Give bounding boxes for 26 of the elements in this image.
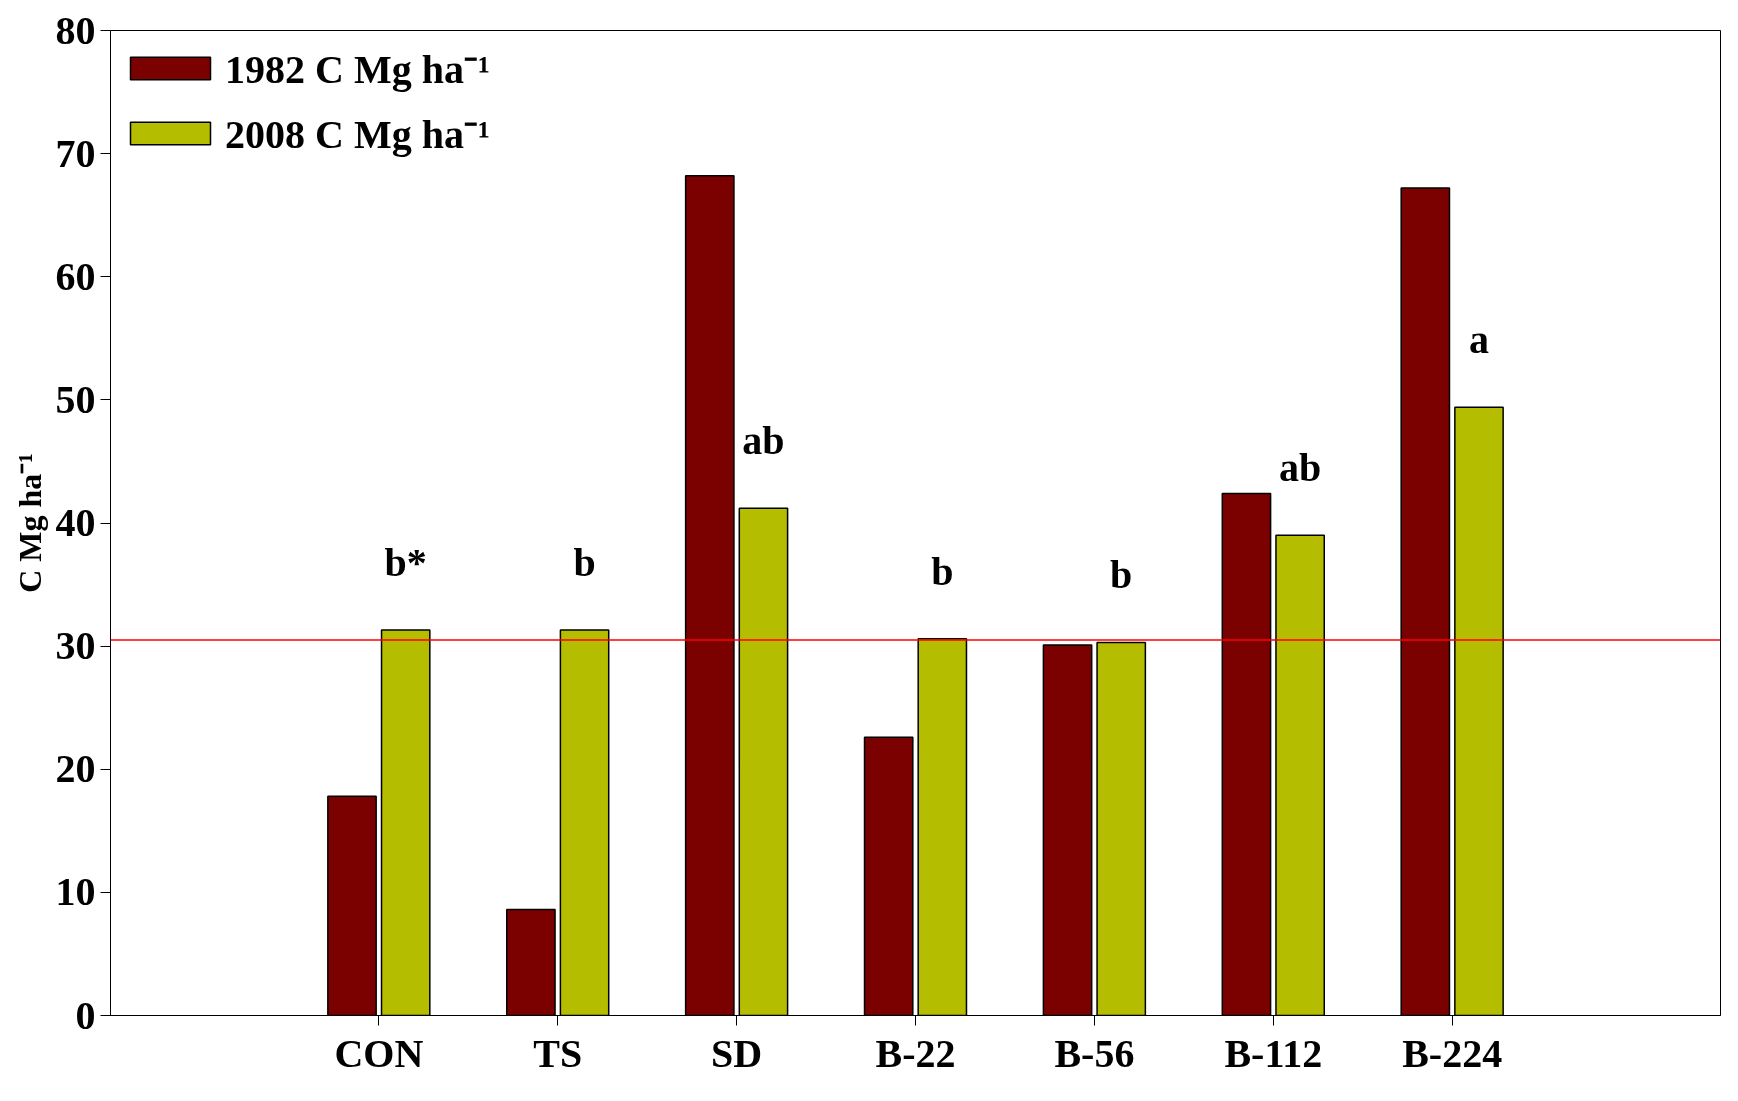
x-tick-label: SD [711, 1030, 763, 1076]
y-tick-label: 50 [55, 376, 96, 422]
y-axis-title: C Mg ha⁻¹ [11, 453, 48, 593]
y-tick-label: 80 [55, 7, 96, 53]
legend-label: 1982 C Mg ha⁻¹ [225, 46, 490, 94]
annotation: a [1469, 317, 1489, 363]
y-tick-label: 0 [75, 992, 96, 1038]
annotation: b [573, 540, 596, 586]
y-tick-label: 10 [55, 869, 96, 915]
y-tick-label: 30 [55, 623, 96, 669]
y-tick-label: 40 [55, 500, 96, 545]
legend-label: 2008 C Mg ha⁻¹ [225, 111, 490, 159]
annotation: ab [742, 418, 785, 464]
annotation: b [1110, 552, 1133, 598]
y-tick-label: 70 [55, 130, 96, 176]
x-tick-label: B-22 [875, 1030, 956, 1076]
annotation: b* [384, 540, 427, 586]
x-tick-label: B-112 [1224, 1030, 1323, 1076]
y-tick-label: 60 [55, 253, 96, 299]
x-tick-label: TS [533, 1030, 583, 1076]
annotation: b [931, 548, 954, 594]
y-tick-label: 20 [55, 746, 96, 792]
x-tick-label: CON [334, 1030, 424, 1076]
x-tick-label: B-224 [1402, 1030, 1503, 1076]
annotation: ab [1278, 445, 1322, 491]
x-tick-label: B-56 [1054, 1030, 1135, 1076]
